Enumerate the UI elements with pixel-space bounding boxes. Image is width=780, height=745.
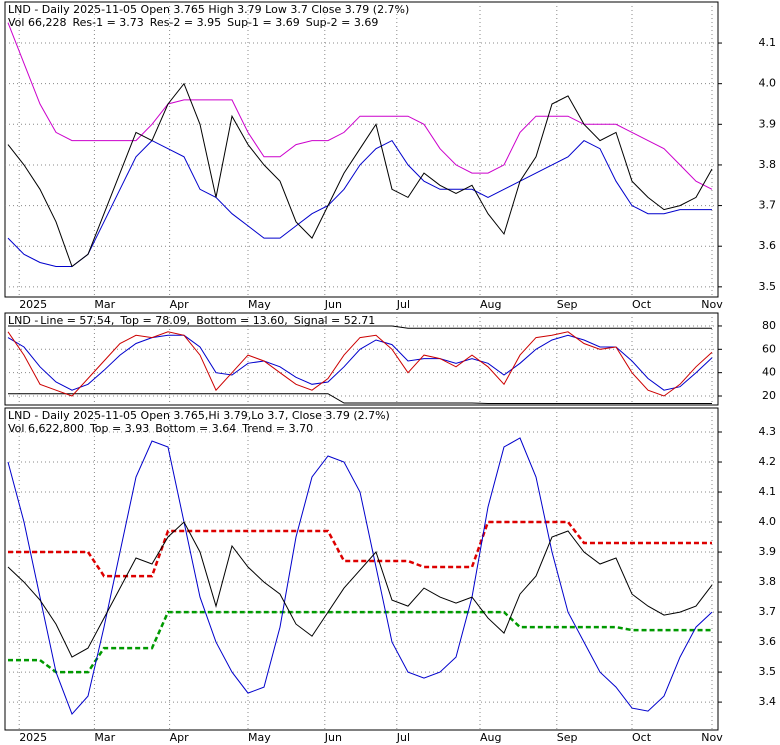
x-tick-label: May	[248, 298, 271, 311]
legend-text: Signal = 52.71	[294, 314, 376, 327]
series-line	[7, 82, 713, 268]
legend-text: Bottom = 3.64	[155, 422, 236, 435]
y-tick-label: 3.9	[759, 117, 777, 130]
x-tick-label: Apr	[170, 298, 190, 311]
legend-text: Sup-1 = 3.69	[227, 16, 300, 29]
series-line	[7, 334, 713, 391]
x-tick-label: Jun	[324, 298, 342, 311]
y-tick-label: 3.6	[759, 239, 777, 252]
x-tick-label: Oct	[632, 731, 652, 744]
x-tick-label: Aug	[480, 298, 501, 311]
x-tick-label: Mar	[94, 298, 115, 311]
legend-text: Top = 78.09,	[119, 314, 190, 327]
series-line	[7, 437, 713, 716]
y-tick-label: 4.0	[759, 515, 777, 528]
x-tick-label: Jul	[396, 298, 410, 311]
x-tick-label: Nov	[701, 298, 723, 311]
y-tick-label: 3.5	[759, 280, 777, 293]
y-tick-label: 3.6	[759, 635, 777, 648]
y-tick-label: 4.1	[759, 36, 777, 49]
x-tick-label: Sep	[557, 731, 578, 744]
legend-text: Line = 57.54,	[40, 314, 114, 327]
y-tick-label: 3.7	[759, 199, 777, 212]
y-tick-label: 3.9	[759, 545, 777, 558]
x-tick-label: Oct	[632, 298, 652, 311]
y-tick-label: 4.2	[759, 455, 777, 468]
legend-text: Res-1 = 3.73	[72, 16, 143, 29]
x-tick-label: Nov	[701, 731, 723, 744]
x-tick-label: Jul	[396, 731, 410, 744]
legend-text: Top = 3.93	[89, 422, 149, 435]
series-line	[8, 393, 712, 404]
y-tick-label: 3.4	[759, 695, 777, 708]
legend-text: Vol 6,622,800	[8, 422, 84, 435]
panel-frame	[4, 1, 719, 298]
x-tick-label: Aug	[480, 731, 501, 744]
series-line	[7, 331, 713, 397]
series-line	[8, 325, 712, 329]
y-tick-label: 80	[762, 319, 776, 332]
series-line	[7, 521, 713, 658]
panel-title: LND - Daily 2025-11-05 Open 3.765,Hi 3.7…	[8, 409, 390, 422]
series-line	[7, 22, 713, 190]
y-tick-label: 20	[762, 389, 776, 402]
y-tick-label: 3.8	[759, 575, 777, 588]
y-tick-label: 4.1	[759, 485, 777, 498]
legend-text: Trend = 3.70	[241, 422, 313, 435]
y-tick-label: 40	[762, 366, 776, 379]
y-tick-label: 3.7	[759, 605, 777, 618]
x-tick-label: Apr	[170, 731, 190, 744]
y-tick-label: 3.5	[759, 665, 777, 678]
series-line	[7, 139, 712, 267]
x-tick-label: May	[248, 731, 271, 744]
y-tick-label: 3.8	[759, 158, 777, 171]
y-tick-label: 4.0	[759, 77, 777, 90]
panel-frame	[4, 407, 719, 731]
legend-text: Sup-2 = 3.69	[306, 16, 379, 29]
legend-text: Vol 66,228	[8, 16, 66, 29]
series-line	[8, 520, 712, 578]
x-tick-label: Jun	[324, 731, 342, 744]
x-tick-label: Mar	[94, 731, 115, 744]
panel-frame	[4, 312, 719, 406]
series-line	[8, 610, 712, 674]
panel-title: LND -	[8, 314, 38, 327]
x-tick-label: Sep	[557, 298, 578, 311]
legend-text: Bottom = 13.60,	[196, 314, 288, 327]
panel-title: LND - Daily 2025-11-05 Open 3.765 High 3…	[8, 3, 409, 16]
y-tick-label: 4.3	[759, 425, 777, 438]
x-tick-label: 2025	[19, 731, 47, 744]
x-tick-label: 2025	[19, 298, 47, 311]
y-tick-label: 60	[762, 342, 776, 355]
legend-text: Res-2 = 3.95	[150, 16, 221, 29]
